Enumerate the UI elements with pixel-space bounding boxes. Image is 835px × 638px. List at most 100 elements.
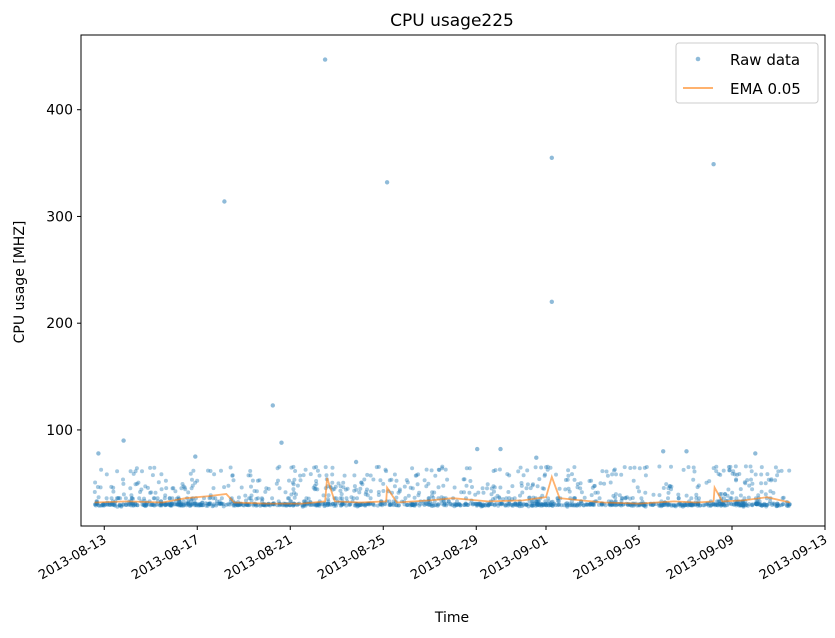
raw-data-point bbox=[208, 501, 213, 506]
raw-data-point bbox=[410, 502, 415, 507]
raw-data-point bbox=[671, 503, 676, 507]
raw-data-point bbox=[497, 496, 502, 501]
raw-data-point bbox=[174, 502, 179, 507]
raw-data-point bbox=[109, 502, 114, 507]
raw-data-point bbox=[436, 502, 440, 507]
raw-data-point bbox=[279, 440, 284, 445]
raw-data-point bbox=[510, 502, 515, 507]
raw-data-point bbox=[186, 499, 191, 504]
raw-data-point bbox=[461, 477, 466, 482]
raw-data-point bbox=[359, 480, 364, 485]
raw-data-point bbox=[217, 499, 222, 504]
raw-data-point bbox=[148, 490, 153, 495]
raw-data-point bbox=[144, 503, 149, 507]
raw-data-point bbox=[425, 502, 430, 507]
raw-data-point bbox=[387, 502, 392, 507]
raw-data-point bbox=[565, 504, 570, 509]
raw-data-point bbox=[772, 501, 776, 506]
raw-data-point bbox=[669, 484, 674, 489]
raw-data-point bbox=[452, 485, 457, 490]
raw-data-point bbox=[760, 503, 764, 508]
raw-data-point bbox=[730, 471, 735, 476]
raw-data-point bbox=[589, 501, 594, 506]
raw-data-point bbox=[454, 502, 459, 507]
raw-data-point bbox=[637, 466, 642, 471]
raw-data-point bbox=[535, 503, 539, 507]
raw-data-point bbox=[755, 502, 760, 507]
raw-data-point bbox=[312, 465, 317, 470]
raw-data-point bbox=[719, 503, 724, 508]
raw-data-point bbox=[714, 469, 719, 474]
raw-data-point bbox=[666, 503, 671, 508]
raw-data-point bbox=[728, 501, 733, 506]
raw-data-point bbox=[591, 502, 595, 507]
raw-data-point bbox=[722, 502, 727, 507]
raw-data-point bbox=[408, 485, 413, 490]
raw-data-point bbox=[324, 473, 329, 478]
y-tick-label: 200 bbox=[46, 316, 73, 332]
raw-data-point bbox=[168, 503, 173, 508]
raw-data-point bbox=[109, 496, 114, 501]
raw-data-point bbox=[741, 503, 746, 508]
raw-data-point bbox=[158, 503, 163, 508]
raw-data-point bbox=[117, 503, 122, 508]
raw-data-point bbox=[314, 503, 319, 508]
raw-data-point bbox=[780, 496, 785, 501]
raw-data-point bbox=[539, 465, 544, 470]
raw-data-point bbox=[457, 502, 462, 507]
raw-data-point bbox=[657, 503, 662, 508]
raw-data-point bbox=[333, 484, 338, 489]
raw-data-point bbox=[505, 472, 510, 477]
raw-data-point bbox=[746, 495, 751, 500]
raw-data-point bbox=[785, 503, 789, 508]
raw-data-point bbox=[392, 484, 397, 489]
raw-data-point bbox=[338, 488, 343, 493]
raw-data-point bbox=[687, 502, 692, 507]
raw-data-point bbox=[227, 502, 232, 507]
raw-data-point bbox=[378, 478, 383, 483]
raw-data-point bbox=[404, 478, 409, 483]
raw-data-point bbox=[676, 502, 681, 507]
raw-data-point bbox=[246, 473, 251, 478]
raw-data-point bbox=[776, 502, 781, 507]
raw-data-point bbox=[739, 503, 744, 508]
raw-data-point bbox=[362, 477, 367, 482]
raw-data-point bbox=[754, 502, 759, 507]
raw-data-point bbox=[292, 477, 297, 482]
raw-data-point bbox=[631, 503, 636, 508]
raw-data-point bbox=[207, 501, 212, 505]
raw-data-point bbox=[343, 487, 348, 492]
raw-data-point bbox=[402, 484, 407, 489]
raw-data-point bbox=[317, 502, 321, 507]
raw-data-point bbox=[246, 503, 251, 508]
raw-data-point bbox=[231, 503, 236, 508]
raw-data-point bbox=[589, 478, 594, 483]
raw-data-point bbox=[364, 502, 369, 507]
raw-data-point bbox=[754, 502, 759, 507]
raw-data-point bbox=[475, 446, 480, 452]
raw-data-point bbox=[222, 485, 227, 490]
raw-data-point bbox=[250, 478, 255, 483]
raw-data-point bbox=[642, 503, 647, 508]
raw-data-point bbox=[126, 502, 131, 507]
raw-data-point bbox=[402, 502, 407, 507]
raw-data-point bbox=[719, 501, 724, 506]
raw-data-point bbox=[711, 466, 716, 471]
raw-data-point bbox=[121, 438, 126, 443]
raw-data-point bbox=[620, 496, 625, 501]
raw-data-point bbox=[93, 503, 98, 508]
raw-data-point bbox=[612, 502, 617, 507]
raw-data-point bbox=[708, 503, 713, 508]
raw-data-point bbox=[773, 478, 778, 483]
raw-data-point bbox=[711, 502, 716, 507]
raw-data-point bbox=[465, 503, 470, 507]
raw-data-point bbox=[417, 503, 422, 508]
raw-data-point bbox=[388, 503, 393, 508]
raw-data-point bbox=[177, 502, 182, 507]
raw-data-point bbox=[519, 483, 524, 488]
raw-data-point bbox=[588, 501, 593, 506]
raw-data-point bbox=[759, 503, 764, 508]
raw-data-point bbox=[787, 502, 792, 507]
raw-data-point bbox=[342, 473, 347, 478]
raw-data-point bbox=[477, 501, 482, 506]
